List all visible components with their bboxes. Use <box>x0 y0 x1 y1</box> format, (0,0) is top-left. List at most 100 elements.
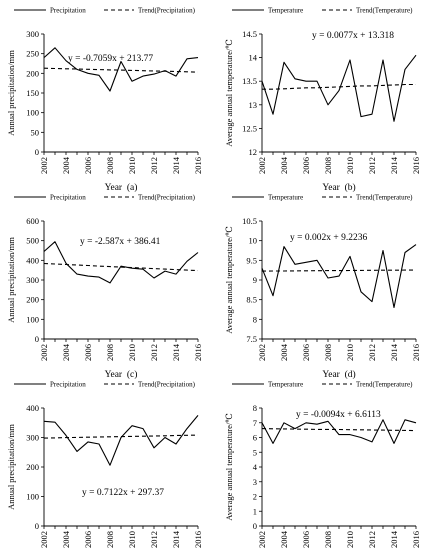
y-tick-label: 12.5 <box>242 123 257 133</box>
x-tick-label: 2016 <box>193 344 203 361</box>
series-line-observed <box>261 244 417 309</box>
trend-equation: y = -2.587x + 386.41 <box>80 237 161 247</box>
x-tick-label: 2012 <box>367 157 377 174</box>
y-tick-label: 12 <box>249 147 258 157</box>
legend-label-observed: Temperature <box>268 194 303 202</box>
y-tick-label: 200 <box>26 295 39 305</box>
y-tick-label: 0 <box>35 521 39 531</box>
x-tick-label: 2014 <box>171 343 181 361</box>
series-line-observed <box>43 241 199 284</box>
x-tick-label: 2004 <box>279 530 289 548</box>
x-tick-label: 2002 <box>257 344 267 361</box>
y-tick-label: 10 <box>249 236 258 246</box>
x-tick-label: 2016 <box>411 344 421 361</box>
y-tick-label: 9.5 <box>246 255 257 265</box>
y-tick-label: 300 <box>26 275 39 285</box>
chart-panel-6: Temperature Trend(Temperature) 0 1 2 3 4 5 6 7 8 20… <box>224 381 421 549</box>
x-tick-label: 2008 <box>105 344 115 361</box>
y-axis-title: Annual precipitation/mm <box>6 237 16 323</box>
y-tick-label: 6 <box>253 433 257 443</box>
x-tick-label: 2004 <box>61 156 71 174</box>
x-tick-label: 2016 <box>193 157 203 174</box>
legend: Temperature Trend(Temperature) <box>232 381 413 389</box>
x-tick-label: 2002 <box>257 531 267 548</box>
legend: Temperature Trend(Temperature) <box>232 194 413 202</box>
series-line-trend <box>43 67 199 73</box>
trend-equation: y = -0.0094x + 6.6113 <box>296 410 381 420</box>
x-axis-title: Year (a) <box>105 182 138 193</box>
series-line-trend <box>261 428 417 432</box>
x-tick-label: 2006 <box>83 531 93 548</box>
y-tick-label: 150 <box>26 88 39 98</box>
y-tick-label: 400 <box>26 255 39 265</box>
series-line-trend <box>261 269 417 272</box>
legend: Temperature Trend(Temperature) <box>232 7 413 15</box>
y-tick-label: 100 <box>26 492 39 502</box>
chart-panel-2: Temperature Trend(Temperature) 12 12.5 13 13.… <box>224 7 421 194</box>
series-line-observed <box>43 415 199 466</box>
y-tick-label: 9 <box>253 275 257 285</box>
trend-equation: y = 0.7122x + 297.37 <box>82 488 164 498</box>
y-tick-label: 300 <box>26 29 39 39</box>
x-tick-label: 2006 <box>301 344 311 361</box>
series-line-trend <box>262 83 416 90</box>
x-tick-label: 2012 <box>367 344 377 361</box>
x-tick-label: 2012 <box>367 531 377 548</box>
x-tick-label: 2004 <box>61 343 71 361</box>
x-tick-label: 2010 <box>345 157 355 174</box>
y-tick-label: 50 <box>31 127 40 137</box>
trend-equation: y = -0.7059x + 213.77 <box>68 54 153 64</box>
legend-label-trend: Trend(Precipitation) <box>138 194 196 202</box>
x-tick-label: 2006 <box>301 157 311 174</box>
y-tick-label: 2 <box>253 492 257 502</box>
y-tick-label: 0 <box>35 147 39 157</box>
y-axis-title: Average annual temperature/℃ <box>224 39 234 147</box>
chart-panel-3: Precipitation Trend(Precipitation) 0 100 200… <box>6 194 203 381</box>
y-tick-label: 200 <box>26 68 39 78</box>
y-tick-label: 1 <box>253 506 257 516</box>
legend-label-trend: Trend(Precipitation) <box>138 7 196 15</box>
y-tick-label: 7.5 <box>246 334 257 344</box>
x-tick-label: 2016 <box>193 531 203 548</box>
y-tick-label: 14.5 <box>242 29 257 39</box>
x-tick-label: 2014 <box>171 156 181 174</box>
series-line-observed <box>261 419 417 444</box>
x-tick-label: 2010 <box>127 344 137 361</box>
chart-panel-5: Precipitation Trend(Precipitation) 0 100 200… <box>6 381 203 549</box>
x-axis-title: Year (b) <box>322 182 355 193</box>
y-tick-label: 13.5 <box>242 76 257 86</box>
x-tick-label: 2010 <box>345 344 355 361</box>
legend-label-trend: Trend(Temperature) <box>356 194 413 202</box>
y-tick-label: 8 <box>253 403 257 413</box>
y-tick-label: 400 <box>26 403 39 413</box>
y-tick-label: 4 <box>253 462 258 472</box>
y-tick-label: 0 <box>35 334 39 344</box>
x-axis-title: Year (d) <box>322 369 355 380</box>
legend-label-trend: Trend(Temperature) <box>356 381 413 389</box>
x-tick-label: 2008 <box>323 344 333 361</box>
x-tick-label: 2010 <box>127 531 137 548</box>
y-tick-label: 7 <box>253 418 257 428</box>
x-tick-label: 2012 <box>149 531 159 548</box>
x-tick-label: 2016 <box>411 157 421 174</box>
trend-equation: y = 0.0077x + 13.318 <box>312 31 394 41</box>
x-tick-label: 2008 <box>105 157 115 174</box>
x-tick-label: 2002 <box>39 344 49 361</box>
y-axis-title: Annual precipitation/mm <box>6 424 16 510</box>
y-axis-title: Average annual temperature/℃ <box>224 226 234 334</box>
y-axis-title: Average annual temperature/℃ <box>224 413 234 521</box>
x-axis-title: Year (c) <box>105 369 138 380</box>
x-tick-label: 2008 <box>105 531 115 548</box>
x-tick-label: 2006 <box>301 531 311 548</box>
x-tick-label: 2006 <box>83 157 93 174</box>
y-tick-label: 600 <box>26 216 39 226</box>
legend-label-trend: Trend(Temperature) <box>356 7 413 15</box>
x-tick-label: 2014 <box>171 530 181 548</box>
y-tick-label: 8 <box>253 314 257 324</box>
legend-label-observed: Precipitation <box>50 381 86 389</box>
x-tick-label: 2016 <box>411 531 421 548</box>
x-tick-label: 2014 <box>389 343 399 361</box>
x-tick-label: 2010 <box>127 157 137 174</box>
x-tick-label: 2004 <box>279 156 289 174</box>
